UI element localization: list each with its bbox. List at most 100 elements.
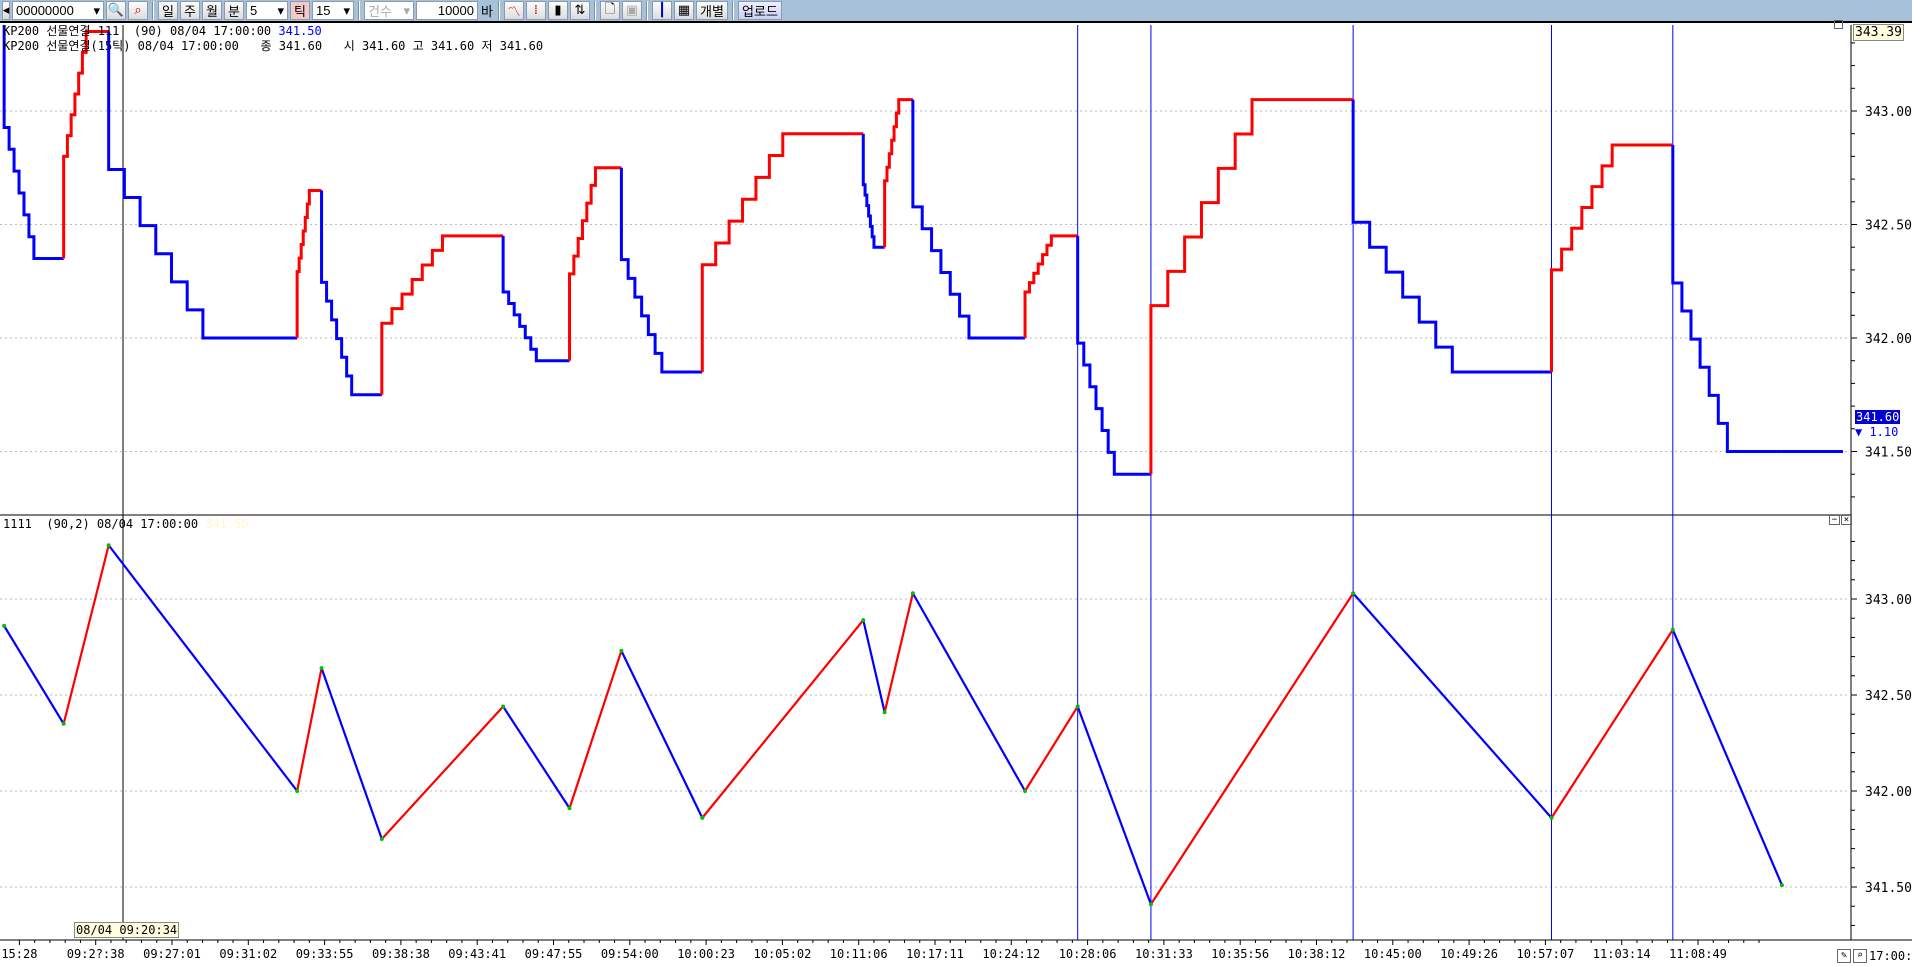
count-input[interactable]: 10000 (416, 1, 478, 20)
crosshair-time-tooltip: 08/04 09:20:34 (74, 922, 180, 938)
x-tick-label: 11:08:49 (1669, 947, 1727, 961)
x-tick-label: 10:38:12 (1288, 947, 1346, 961)
edit-icon[interactable]: ✎ (1837, 949, 1851, 963)
period-month-button[interactable]: 월 (202, 1, 222, 20)
zigzag-segment (620, 650, 704, 819)
price-step-down (619, 167, 703, 374)
bottom-legend-text: 1111 (90,2) 08/04 17:00:00 (3, 517, 199, 531)
x-tick-label: 10:00:23 (677, 947, 735, 961)
zigzag-pivot (295, 789, 300, 793)
separator (498, 1, 500, 20)
x-tick-label: 10:28:06 (1059, 947, 1117, 961)
x-tick-label: 09:43:41 (448, 947, 506, 961)
zigzag-pivot (1670, 627, 1675, 632)
legend-info: (90) 08/04 17:00:00 (133, 24, 272, 38)
price-step-down (2, 25, 64, 261)
y-tick-label: 342.00 (1865, 332, 1912, 347)
top-legend-line1: KP200 선물연결 111 (90) 08/04 17:00:00 341.5… (3, 24, 322, 38)
zigzag-pivot (700, 815, 705, 820)
grid-table-icon[interactable]: ▦ (674, 1, 694, 20)
zigzag-pivot (567, 806, 572, 811)
x-tick-label: 15:28 (1, 947, 37, 961)
zigzag-segment (1671, 629, 1783, 886)
separator (594, 1, 596, 20)
period-minute-button[interactable]: 분 (224, 1, 244, 20)
candle-icon[interactable]: ┃ (652, 1, 672, 20)
dot-chart-icon[interactable]: ⁞ (526, 1, 546, 20)
zigzag-segment (862, 619, 886, 713)
trend-line-icon[interactable]: 〽 (504, 1, 524, 20)
x-tick-label: 10:11:06 (830, 947, 888, 961)
zigzag-segment (701, 619, 865, 819)
separator (646, 1, 648, 20)
maximize-pane-icon[interactable] (1834, 20, 1843, 29)
zigzag-pivot (1549, 815, 1554, 820)
y-tick-label: 343.00 (1865, 105, 1912, 120)
chevron-down-icon: ▾ (343, 2, 350, 18)
zigzag-pivot (882, 710, 887, 715)
period-day-button[interactable]: 일 (158, 1, 178, 20)
tick-button[interactable]: 틱 (290, 1, 310, 20)
zigzag-segment (883, 592, 914, 713)
chart-area[interactable]: 343.00 342.50 342.00 341.50 343.00 342.50 342.… (0, 25, 1912, 966)
updown-arrow-icon[interactable]: ⇅ (570, 1, 590, 20)
zigzag-segment (1352, 592, 1553, 819)
minute-combo[interactable]: 5 ▾ (246, 1, 288, 20)
x-tick-label: 11:03:14 (1593, 947, 1651, 961)
toolbar: ◂ 00000000 ▾ 🔍 ⌕ 일 주 월 분 5 ▾ 틱 15 ▾ 건수 ▾ 100… (0, 0, 1912, 23)
price-step-up (1023, 234, 1078, 338)
minimize-pane-icon[interactable]: − (1829, 515, 1840, 525)
y-tick-label: 341.50 (1865, 446, 1912, 461)
x-tick-label: 09:38:38 (372, 947, 430, 961)
magnifier-arrow-icon[interactable]: ⌕ (128, 1, 148, 20)
upload-button[interactable]: 업로드 (738, 1, 782, 20)
zigzag-pivot (1351, 591, 1356, 596)
price-step-up (380, 234, 504, 395)
zigzag-segment (1150, 592, 1355, 905)
chevron-down-icon: ▾ (403, 2, 410, 18)
zigzag-pivot (910, 591, 915, 596)
bar-chart-icon[interactable]: ▮ (548, 1, 568, 20)
price-step-down (1351, 99, 1552, 374)
zigzag-segment (381, 705, 504, 840)
zoom-icon[interactable]: ⌕ (1853, 949, 1867, 963)
price-step-up (62, 30, 109, 259)
zigzag-segment (911, 592, 1026, 792)
zigzag-pivot (61, 721, 66, 726)
close-pane-icon[interactable]: × (1841, 515, 1852, 525)
x-tick-label: 10:31:33 (1135, 947, 1193, 961)
period-week-button[interactable]: 주 (180, 1, 200, 20)
document-icon[interactable]: 🗋 (600, 1, 620, 20)
magnifier-icon[interactable]: 🔍 (106, 1, 126, 20)
zigzag-segment (1550, 629, 1674, 819)
chevron-down-icon: ▾ (277, 2, 284, 18)
price-step-down (320, 190, 382, 397)
price-change: ▼ 1.10 (1855, 425, 1899, 439)
count-combo[interactable]: 건수 ▾ (364, 1, 414, 20)
individual-button[interactable]: 개별 (696, 1, 728, 20)
tick-combo[interactable]: 15 ▾ (312, 1, 354, 20)
axis-last-time: 17:00:0 (1869, 949, 1912, 963)
zigzag-pivot (1779, 883, 1784, 888)
x-tick-label: 09:31:02 (219, 947, 277, 961)
price-step-up (295, 188, 322, 338)
legend-name: KP200 선물연결 111 (3, 24, 120, 38)
code-value: 00000000 (16, 3, 74, 18)
zigzag-pivot (379, 837, 384, 841)
code-combo[interactable]: 00000000 ▾ (12, 1, 104, 20)
zigzag-segment (502, 705, 571, 809)
y-tick-label: 341.50 (1865, 881, 1912, 896)
zigzag-pivot (619, 648, 624, 653)
y-tick-label: 343.00 (1865, 593, 1912, 608)
tv-icon[interactable]: ▣ (622, 1, 642, 20)
zigzag-segment (296, 667, 323, 792)
zigzag-pivot (1148, 902, 1153, 907)
bottom-legend: 1111 (90,2) 08/04 17:00:00 341.50 (3, 517, 249, 531)
zigzag-pivot (861, 618, 866, 623)
minute-value: 5 (250, 3, 258, 18)
x-tick-label: 10:45:00 (1364, 947, 1422, 961)
zigzag-pivot (319, 666, 324, 671)
y-tick-label: 342.50 (1865, 689, 1912, 704)
zigzag-segment (62, 544, 110, 725)
toolbar-scroll-left[interactable]: ◂ (2, 1, 10, 20)
